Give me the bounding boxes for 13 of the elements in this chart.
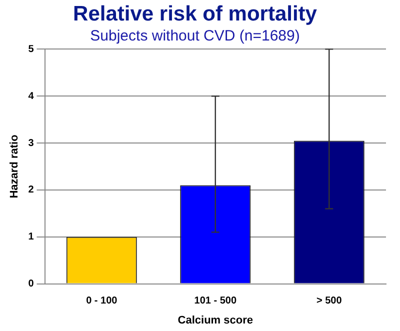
x-tick-label: 101 - 500	[194, 296, 237, 307]
y-axis-title: Hazard ratio	[8, 134, 21, 198]
chart-subtitle: Subjects without CVD (n=1689)	[90, 27, 300, 44]
chart-title: Relative risk of mortality	[73, 2, 318, 26]
y-tick-label: 2	[28, 184, 34, 196]
y-tick-label: 1	[28, 232, 34, 243]
y-tick-label: 4	[28, 90, 34, 102]
y-tick-label: 0	[28, 278, 34, 290]
y-tick-label: 3	[28, 138, 34, 149]
y-tick-label: 5	[28, 44, 34, 55]
x-tick-label: 0 - 100	[86, 296, 118, 307]
x-axis-title: Calcium score	[178, 314, 253, 326]
x-tick-label: > 500	[316, 296, 342, 307]
